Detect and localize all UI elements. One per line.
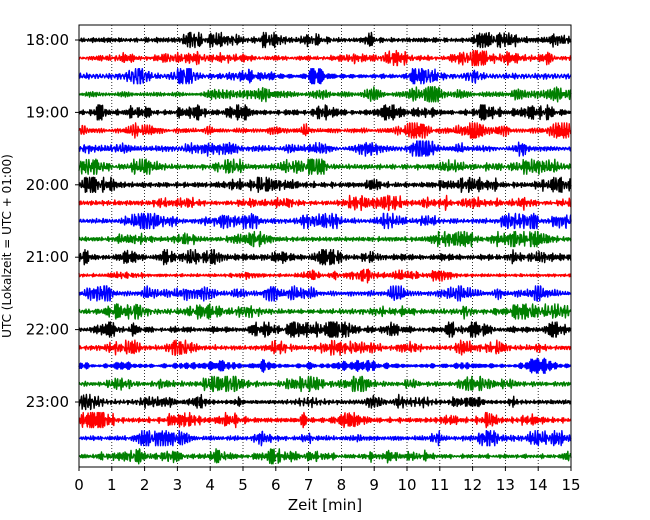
trace-row-1915: [78, 122, 572, 139]
trace-row-2200: [78, 321, 572, 338]
x-tick-label: 15: [561, 476, 580, 494]
y-tick-label: 21:00: [26, 248, 69, 266]
x-tick-label: 3: [173, 476, 183, 494]
x-axis-ticks: 0 1 2 3 4 5 6 7 8 9 10 11 12 13 14 15: [74, 467, 581, 494]
trace-row-2100: [78, 249, 572, 266]
trace-row-2145: [78, 303, 572, 320]
trace-row-2030: [78, 212, 572, 230]
trace-row-1845: [78, 86, 572, 103]
trace-row-2015: [78, 194, 572, 212]
trace-row-2330: [78, 430, 572, 447]
y-tick-label: 19:00: [26, 103, 69, 121]
trace-row-2215: [78, 339, 572, 356]
trace-row-2000: [78, 176, 572, 193]
trace-row-1945: [78, 158, 572, 175]
x-tick-label: 4: [205, 476, 215, 494]
seismic-traces: [78, 31, 572, 465]
trace-row-2300: [78, 393, 572, 411]
trace-row-2115: [78, 268, 572, 284]
x-tick-label: 10: [397, 476, 416, 494]
x-tick-label: 7: [304, 476, 314, 494]
x-tick-label: 12: [463, 476, 482, 494]
x-tick-label: 11: [430, 476, 449, 494]
trace-row-2230: [78, 357, 572, 374]
x-tick-label: 1: [107, 476, 117, 494]
x-tick-label: 6: [271, 476, 281, 494]
x-axis-label: Zeit [min]: [288, 496, 362, 514]
y-tick-label: 23:00: [26, 393, 69, 411]
trace-row-1830: [78, 68, 572, 85]
x-tick-label: 14: [529, 476, 548, 494]
x-tick-label: 5: [238, 476, 248, 494]
x-tick-label: 13: [496, 476, 515, 494]
y-tick-label: 18:00: [26, 31, 69, 49]
trace-row-2045: [78, 230, 572, 248]
x-tick-label: 9: [369, 476, 379, 494]
trace-row-1900: [78, 104, 572, 121]
trace-row-2345: [78, 448, 572, 465]
plot-background: [79, 25, 571, 467]
trace-row-1800: [78, 31, 572, 49]
y-tick-label: 22:00: [26, 321, 69, 339]
trace-row-1930: [78, 140, 572, 157]
x-tick-label: 8: [337, 476, 347, 494]
trace-row-1815: [78, 49, 572, 67]
trace-row-2315: [78, 411, 572, 429]
y-tick-label: 20:00: [26, 176, 69, 194]
plot-frame: [78, 24, 572, 468]
y-axis-label: UTC (Lokalzeit = UTC + 01:00): [0, 154, 14, 338]
y-axis-ticks: 18:00 19:00 20:00 21:00 22:00 23:00: [26, 31, 79, 411]
trace-row-2245: [78, 375, 572, 393]
x-tick-label: 0: [74, 476, 84, 494]
x-tick-label: 2: [140, 476, 150, 494]
trace-row-2130: [78, 285, 572, 302]
